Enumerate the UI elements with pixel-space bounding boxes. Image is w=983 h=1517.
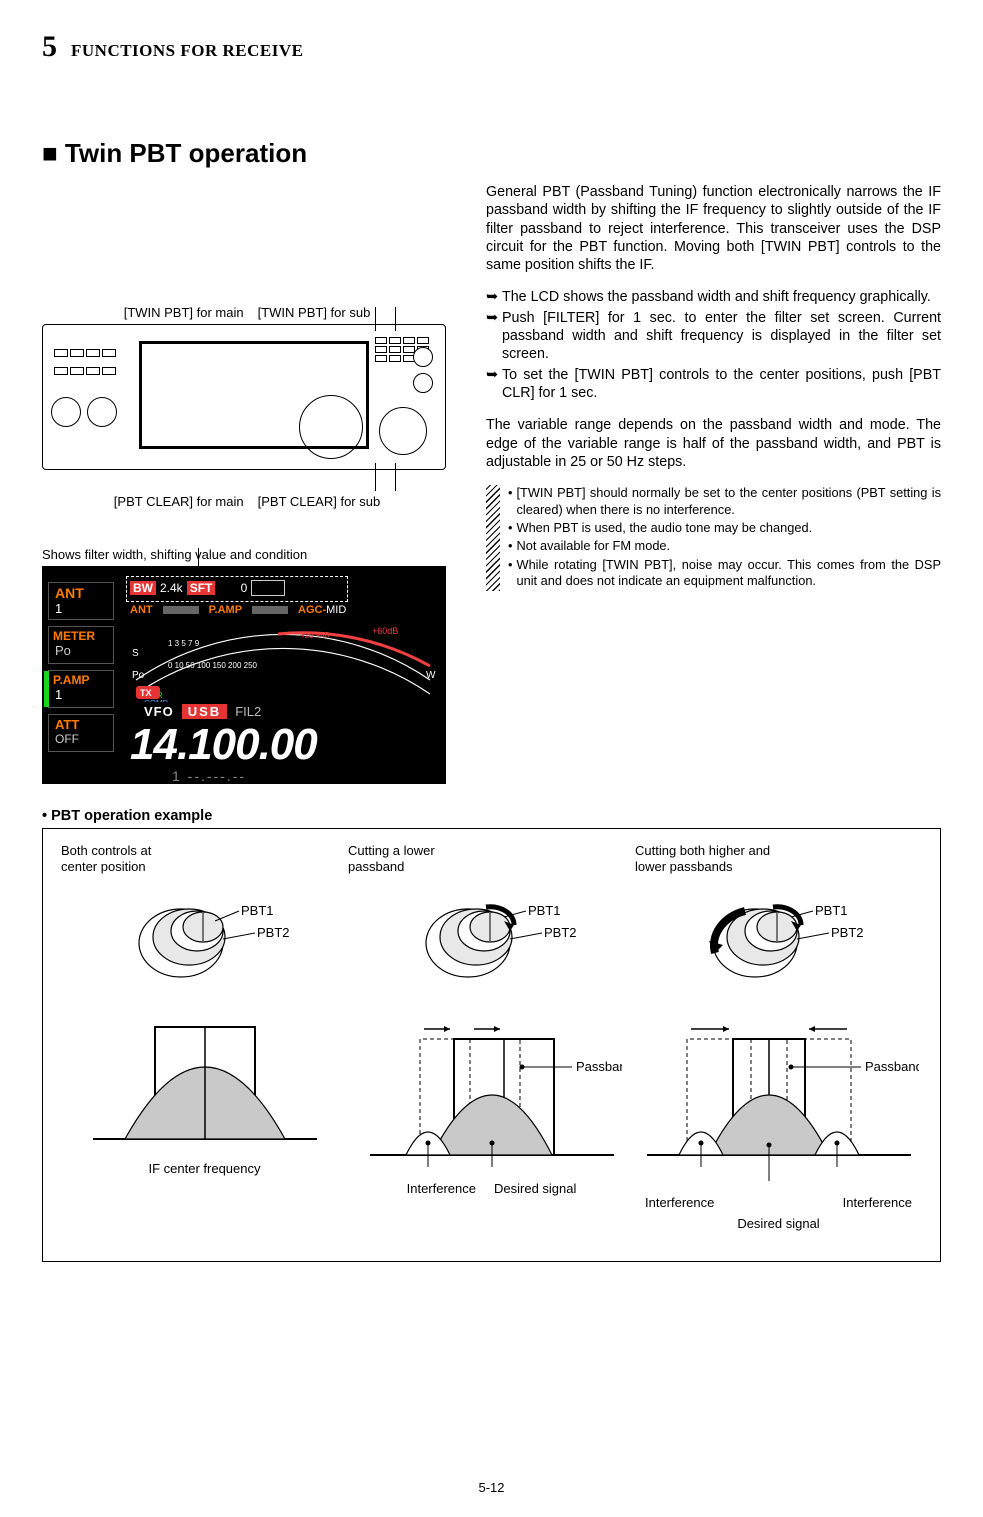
lcd-status-pamp: P.AMP [209,604,242,616]
lcd-btn-att-value: OFF [49,732,113,746]
example-col3-interference2-label: Interference [843,1195,912,1210]
example-col-2: Cutting a lower passband PBT1 PBT2 [348,843,635,1231]
radio-panel-diagram: [TWIN PBT] for main [TWIN PBT] for sub [42,305,452,509]
note-3: Not available for FM mode. [516,538,670,554]
filter-diagram-2: Passband [362,1005,622,1175]
arrow-icon: ➥ [486,288,498,306]
svg-text:S: S [132,648,139,659]
lcd-caption: Shows filter width, shifting value and c… [42,547,452,562]
page-number: 5-12 [0,1480,983,1495]
example-col-3: Cutting both higher and lower passbands … [635,843,922,1231]
panel-label-twin-pbt-sub: [TWIN PBT] for sub [258,305,371,320]
body-arrow-3: To set the [TWIN PBT] controls to the ce… [502,366,941,403]
filter-diagram-1 [85,1005,325,1155]
arrow-icon: ➥ [486,309,498,364]
notes-block: •[TWIN PBT] should normally be set to th… [486,485,941,591]
lcd-status-row: ANT P.AMP AGC-MID [130,604,346,616]
lcd-meter-arc: S Po W +60dB SWR COMP 1 3 5 7 9 0 10 50 … [128,616,438,702]
svg-text:PBT2: PBT2 [831,925,864,940]
svg-text:W: W [426,670,436,681]
lcd-status-agc: AGC- [298,604,326,616]
svg-text:+20 +40: +20 +40 [300,631,330,640]
knob-diagram-2: PBT1 PBT2 [392,887,592,987]
svg-text:PBT1: PBT1 [815,903,848,918]
example-col1-bottom-label: IF center frequency [149,1161,261,1176]
knob-diagram-3: PBT1 PBT2 [679,887,879,987]
example-col2-interference-label: Interference [407,1181,476,1196]
filter-diagram-3: Passband [639,1005,919,1189]
lcd-btn-ant: ANT 1 [48,582,114,620]
lcd-status-agc-value: MID [326,604,346,616]
pbt2-label: PBT2 [257,925,290,940]
svg-text:+60dB: +60dB [372,626,398,636]
passband-label: Passband [576,1059,622,1074]
lcd-btn-att: ATT OFF [48,714,114,752]
lcd-sub-frequency: 1 --.---.-- [172,768,246,784]
note-4: While rotating [TWIN PBT], noise may occ… [516,557,941,590]
panel-label-twin-pbt-main: [TWIN PBT] for main [124,305,244,320]
body-paragraph-1: General PBT (Passband Tuning) function e… [486,183,941,274]
svg-text:Po: Po [132,670,145,681]
example-col3-signal-label: Desired signal [737,1216,819,1231]
svg-text:PBT2: PBT2 [544,925,577,940]
body-arrow-2: Push [FILTER] for 1 sec. to enter the fi… [502,309,941,364]
section-title: ■ Twin PBT operation [42,138,941,169]
example-col2-signal-label: Desired signal [494,1181,576,1196]
lcd-filter-label: FIL2 [235,704,261,719]
svg-text:Passband: Passband [865,1059,919,1074]
svg-text:0 10 50 100 150 200 250: 0 10 50 100 150 200 250 [168,661,258,670]
body-arrow-1: The LCD shows the passband width and shi… [502,288,931,306]
lcd-btn-ant-value: 1 [49,601,113,616]
svg-text:PBT1: PBT1 [528,903,561,918]
lcd-btn-meter: METER Po [48,626,114,664]
note-2: When PBT is used, the audio tone may be … [516,520,812,536]
lcd-btn-pamp-label: P.AMP [49,671,113,687]
lcd-status-ant: ANT [130,604,153,616]
note-1: [TWIN PBT] should normally be set to the… [516,485,941,518]
example-title: • PBT operation example [42,808,941,824]
pbt1-label: PBT1 [241,903,274,918]
lcd-screenshot: ANT 1 METER Po P.AMP 1 ATT OFF BW 2.4k S [42,566,446,784]
body-paragraph-2: The variable range depends on the passba… [486,416,941,471]
chapter-number: 5 [42,30,57,64]
example-col1-caption: Both controls at center position [61,843,348,877]
lcd-btn-ant-label: ANT [49,583,113,601]
example-col-1: Both controls at center position PBT1 PB… [61,843,348,1231]
lcd-bw-value: 2.4k [160,581,183,595]
hatch-bar-icon [486,485,500,591]
panel-label-pbt-clear-main: [PBT CLEAR] for main [114,494,244,509]
lcd-passband-shape-icon [251,580,285,596]
lcd-vfo-label: VFO [144,704,174,719]
example-col3-caption: Cutting both higher and lower passbands [635,843,922,877]
svg-text:TX: TX [140,688,152,698]
svg-text:COMP: COMP [144,699,168,702]
lcd-btn-meter-value: Po [49,643,113,658]
panel-label-pbt-clear-sub: [PBT CLEAR] for sub [258,494,381,509]
lcd-sft-tag: SFT [187,581,216,595]
example-col2-caption: Cutting a lower passband [348,843,635,877]
lcd-bw-tag: BW [130,581,156,595]
svg-text:1 3 5 7 9: 1 3 5 7 9 [168,639,200,648]
lcd-btn-pamp: P.AMP 1 [48,670,114,708]
chapter-title: FUNCTIONS FOR RECEIVE [71,41,303,61]
example-col3-interference-label: Interference [645,1195,714,1210]
lcd-btn-pamp-value: 1 [49,687,113,702]
lcd-frequency: 14.100.00 [130,720,317,770]
lcd-sft-value: 0 [219,581,247,595]
example-box: Both controls at center position PBT1 PB… [42,828,941,1262]
lcd-mode-label: USB [182,704,227,719]
lcd-btn-att-label: ATT [49,715,113,732]
knob-diagram-1: PBT1 PBT2 [105,887,305,987]
lcd-bw-sft-row: BW 2.4k SFT 0 [130,580,285,596]
lcd-btn-meter-label: METER [49,627,113,643]
arrow-icon: ➥ [486,366,498,403]
